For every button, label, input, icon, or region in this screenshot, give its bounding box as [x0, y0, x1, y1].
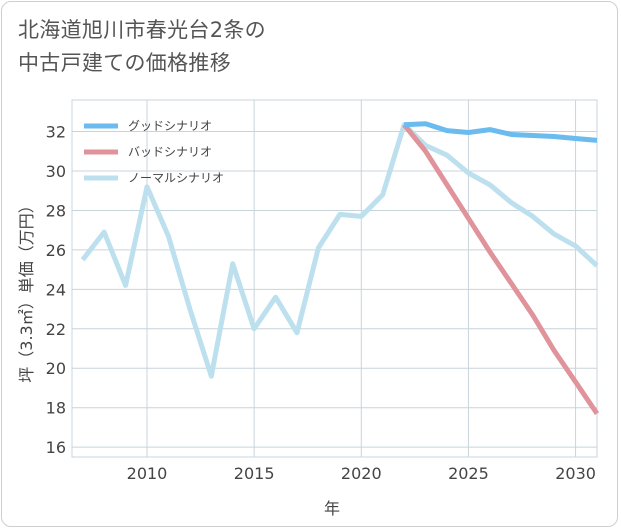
- plot-border: [71, 99, 598, 458]
- y-axis-title: 坪（3.3㎡）単価（万円）: [17, 197, 36, 382]
- legend-label: バッドシナリオ: [128, 145, 212, 159]
- y-tick-label: 28: [46, 201, 66, 220]
- chart-title-line-1: 北海道旭川市春光台2条の: [18, 18, 266, 42]
- y-tick-label: 30: [46, 162, 66, 181]
- axes: 16 18 20 22 24 26 28 30 32 2010 2015 2020 2025 2030: [46, 123, 596, 483]
- legend-label: グッドシナリオ: [128, 119, 212, 133]
- legend-label: ノーマルシナリオ: [128, 171, 224, 185]
- y-tick-label: 20: [46, 359, 66, 378]
- series-line-0: [403, 121, 598, 143]
- x-axis-title: 年: [324, 499, 340, 518]
- x-tick-label: 2025: [448, 464, 489, 483]
- x-tick-label: 2015: [234, 464, 275, 483]
- chart-title: 北海道旭川市春光台2条の 中古戸建ての価格推移: [18, 14, 578, 80]
- x-tick-label: 2030: [555, 464, 596, 483]
- grid: [71, 99, 598, 458]
- series-lines: [80, 121, 600, 416]
- series-line-1: [402, 123, 600, 416]
- x-tick-label: 2020: [341, 464, 382, 483]
- series-line-2: [80, 122, 599, 379]
- y-tick-label: 22: [46, 320, 66, 339]
- x-tick-label: 2010: [127, 464, 168, 483]
- y-tick-label: 24: [46, 280, 66, 299]
- y-tick-label: 16: [46, 438, 66, 457]
- y-tick-label: 18: [46, 399, 66, 418]
- y-tick-label: 26: [46, 241, 66, 260]
- y-tick-label: 32: [46, 123, 66, 142]
- chart-title-line-2: 中古戸建ての価格推移: [18, 51, 231, 75]
